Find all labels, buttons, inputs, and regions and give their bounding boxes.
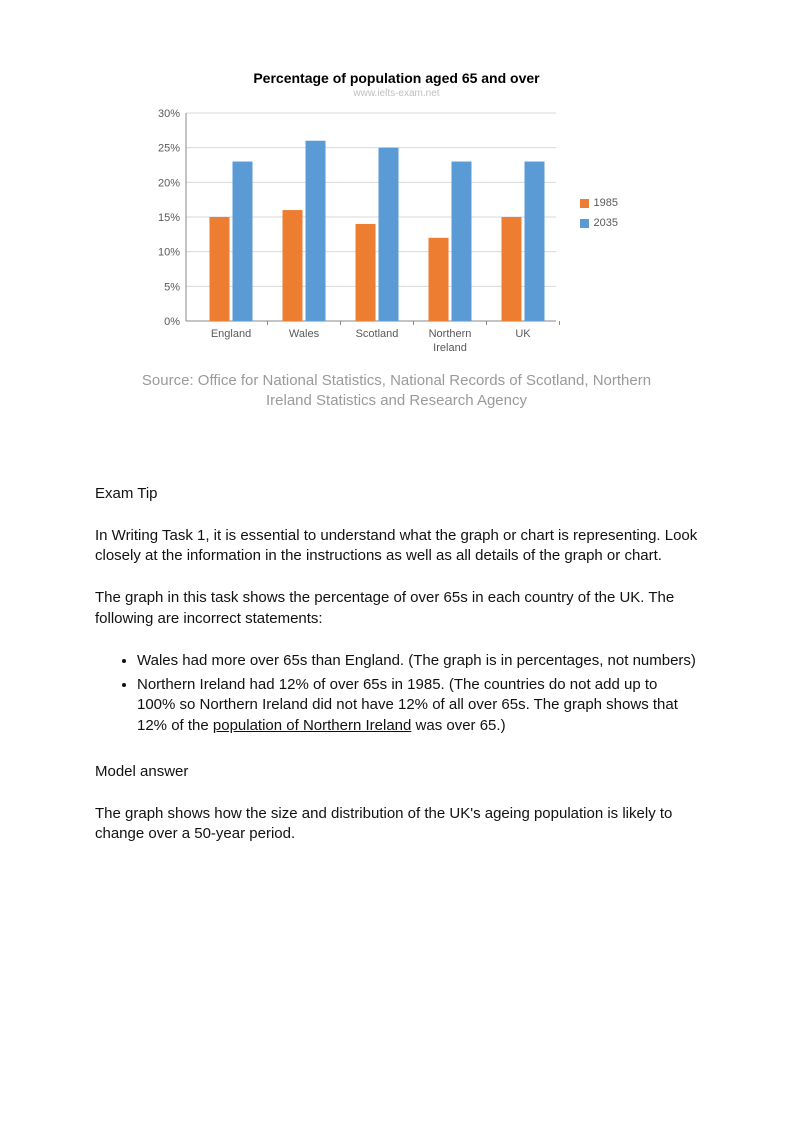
chart-container: Percentage of population aged 65 and ove… [142, 70, 652, 357]
svg-text:Ireland: Ireland [433, 342, 467, 354]
source-line2: Ireland Statistics and Research Agency [266, 392, 527, 409]
chart-title: Percentage of population aged 65 and ove… [142, 70, 652, 86]
legend-item: 2035 [580, 217, 618, 229]
svg-text:20%: 20% [157, 177, 179, 189]
svg-text:30%: 30% [157, 108, 179, 120]
svg-text:0%: 0% [164, 316, 180, 328]
source-line1: Source: Office for National Statistics, … [142, 372, 651, 389]
paragraph-1: In Writing Task 1, it is essential to un… [95, 526, 698, 567]
chart-legend: 1985 2035 [562, 107, 618, 237]
legend-swatch [580, 219, 589, 228]
legend-item: 1985 [580, 197, 618, 209]
svg-text:25%: 25% [157, 143, 179, 155]
exam-tip-heading: Exam Tip [95, 484, 698, 504]
legend-swatch [580, 199, 589, 208]
underlined-text: population of Northern Ireland [213, 717, 411, 734]
svg-text:10%: 10% [157, 247, 179, 259]
bullet-item-1: Wales had more over 65s than England. (T… [137, 651, 698, 671]
bullet-item-2: Northern Ireland had 12% of over 65s in … [137, 675, 698, 736]
svg-text:15%: 15% [157, 212, 179, 224]
bullet-list: Wales had more over 65s than England. (T… [95, 651, 698, 736]
document-body: Exam Tip In Writing Task 1, it is essent… [95, 484, 698, 845]
model-answer-heading: Model answer [95, 762, 698, 782]
legend-label: 2035 [594, 217, 618, 229]
legend-label: 1985 [594, 197, 618, 209]
chart-subtitle: www.ielts-exam.net [142, 88, 652, 99]
svg-text:Scotland: Scotland [355, 328, 398, 340]
bar-chart-svg: 0% 5% 10% 15% 20% 25% 30% England Wales Scotland N… [142, 107, 562, 357]
chart-source: Source: Office for National Statistics, … [95, 371, 698, 412]
paragraph-2: The graph in this task shows the percent… [95, 588, 698, 629]
svg-text:Wales: Wales [288, 328, 319, 340]
svg-text:5%: 5% [164, 281, 180, 293]
svg-text:Northern: Northern [428, 328, 471, 340]
svg-text:UK: UK [515, 328, 531, 340]
svg-text:England: England [210, 328, 250, 340]
chart-plot: 0% 5% 10% 15% 20% 25% 30% England Wales Scotland N… [142, 107, 562, 357]
paragraph-3: The graph shows how the size and distrib… [95, 804, 698, 845]
